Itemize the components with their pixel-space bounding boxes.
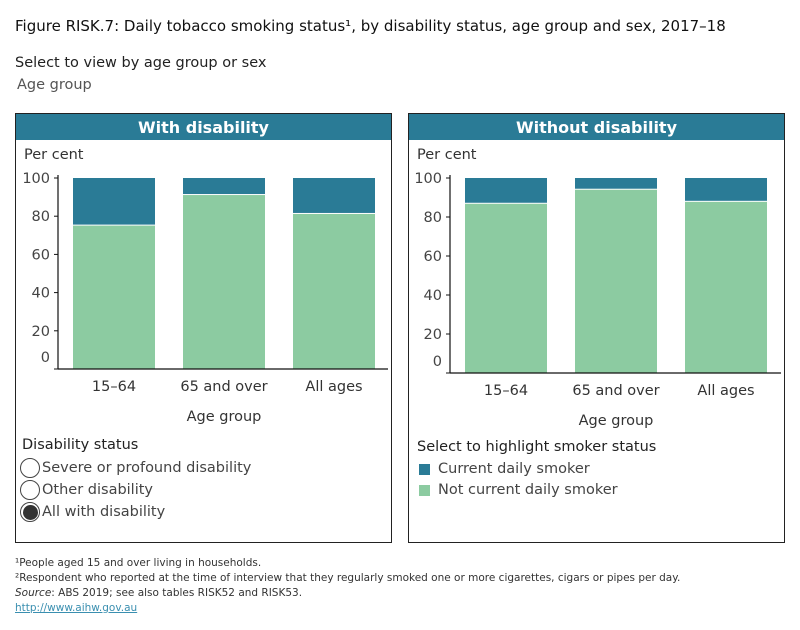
radio-other-disability[interactable]: Other disability (20, 480, 251, 500)
bar-not-current (465, 203, 547, 373)
legend-label: Current daily smoker (438, 461, 590, 477)
radio-label: Other disability (42, 482, 154, 498)
bar-not-current (575, 189, 657, 373)
smoker-legend-title: Select to highlight smoker status (417, 439, 657, 455)
x-tick-label: 65 and over (572, 383, 659, 399)
footnote-2: ²Respondent who reported at the time of … (15, 572, 681, 584)
y-axis-title: Per cent (417, 147, 477, 163)
y-tick-label: 20 (32, 324, 50, 340)
smoker-legend: Current daily smoker Not current daily s… (419, 461, 618, 498)
x-axis-title: Age group (187, 409, 262, 425)
legend-swatch (419, 484, 430, 496)
y-tick-label: 40 (32, 286, 50, 302)
y-tick-label: 0 (41, 350, 50, 366)
bar-current (465, 178, 547, 203)
legend-item-not-current[interactable]: Not current daily smoker (419, 482, 618, 498)
y-tick-label: 60 (424, 249, 442, 265)
view-selector[interactable]: Age group (17, 77, 92, 93)
panel-title: Without disability (409, 114, 784, 140)
chart-with-disability: 15–64 65 and over All ages 0 20 40 60 80 100 Age … (22, 171, 388, 425)
disability-filter: Severe or profound disability Other disa… (20, 458, 251, 522)
radio-label: All with disability (42, 504, 166, 520)
source-text: : ABS 2019; see also tables RISK52 and R… (51, 587, 303, 599)
disability-filter-title: Disability status (22, 437, 139, 453)
chart-without-disability: 15–64 65 and over All ages 0 20 40 60 80 100 Age … (414, 171, 781, 429)
bar-not-current (73, 225, 155, 369)
y-tick-label: 0 (433, 354, 442, 370)
panel-with-disability: With disability Per cent 15–64 65 and ove… (15, 113, 392, 543)
panel-title: With disability (16, 114, 391, 140)
y-tick-label: 60 (32, 247, 50, 263)
bar-not-current (293, 213, 375, 369)
x-tick-label: 15–64 (484, 383, 528, 399)
bar-not-current (685, 201, 767, 373)
panel-without-disability: Without disability Per cent 15–64 65 and … (408, 113, 785, 543)
legend-swatch (419, 463, 430, 475)
radio-all-with-disability[interactable]: All with disability (20, 502, 251, 522)
bar-current (293, 178, 375, 213)
x-axis-title: Age group (579, 413, 654, 429)
source-label: Source (15, 587, 52, 599)
legend-item-current[interactable]: Current daily smoker (419, 461, 618, 477)
radio-severe-or-profound[interactable]: Severe or profound disability (20, 458, 251, 478)
footnote-1: ¹People aged 15 and over living in house… (15, 557, 262, 569)
y-tick-label: 80 (32, 209, 50, 225)
x-tick-label: All ages (697, 383, 754, 399)
view-selector-label: Select to view by age group or sex (15, 55, 267, 71)
legend-label: Not current daily smoker (438, 482, 618, 498)
x-tick-label: 15–64 (92, 379, 136, 395)
bar-current (685, 178, 767, 201)
radio-label: Severe or profound disability (42, 460, 252, 476)
radio-circle-icon (20, 480, 40, 500)
y-axis-title: Per cent (24, 147, 84, 163)
radio-selected-icon (20, 502, 40, 522)
y-tick-label: 100 (414, 171, 442, 187)
radio-circle-icon (20, 458, 40, 478)
y-tick-label: 80 (424, 210, 442, 226)
bar-current (575, 178, 657, 189)
y-tick-label: 20 (424, 327, 442, 343)
bar-current (183, 178, 265, 195)
y-tick-label: 40 (424, 288, 442, 304)
bar-current (73, 178, 155, 225)
y-tick-label: 100 (22, 171, 50, 187)
x-tick-label: 65 and over (180, 379, 267, 395)
x-tick-label: All ages (305, 379, 362, 395)
source-note: Source: ABS 2019; see also tables RISK52… (15, 587, 302, 599)
figure-title: Figure RISK.7: Daily tobacco smoking sta… (15, 17, 726, 35)
bar-not-current (183, 195, 265, 369)
aihw-link[interactable]: http://www.aihw.gov.au (15, 602, 138, 614)
